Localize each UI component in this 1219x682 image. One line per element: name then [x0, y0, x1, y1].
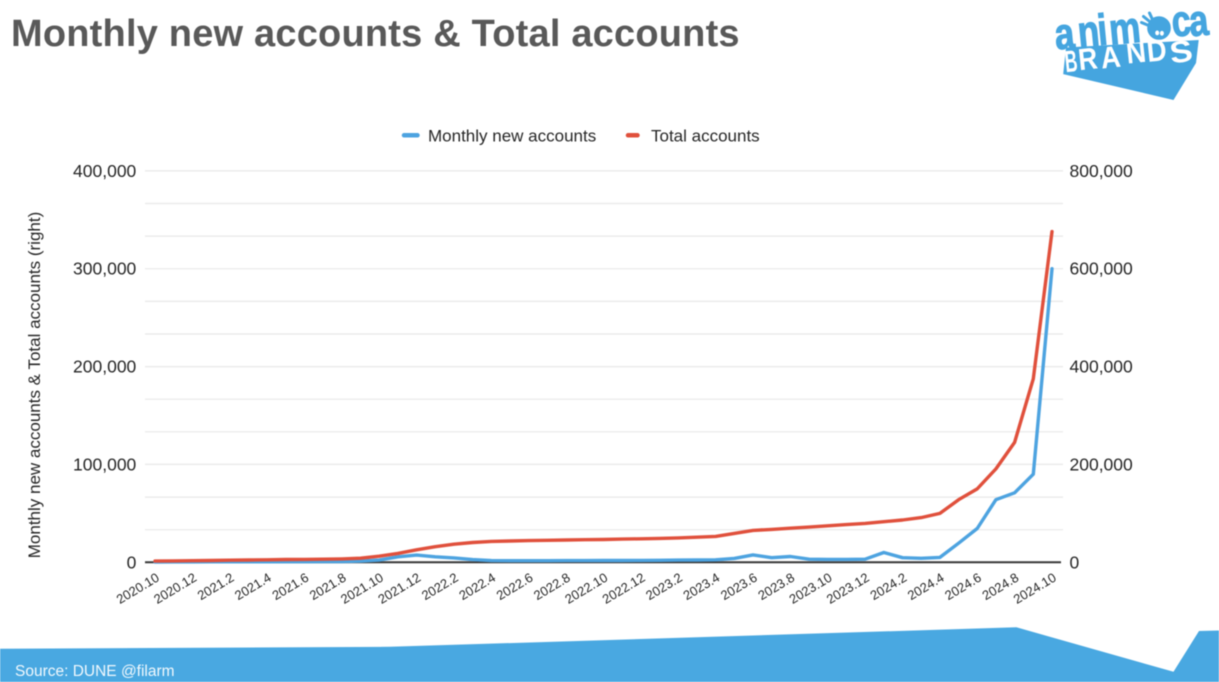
svg-text:n: n	[1075, 7, 1101, 57]
svg-text:Source: DUNE @filarm: Source: DUNE @filarm	[15, 663, 175, 680]
svg-text:200,000: 200,000	[73, 357, 137, 377]
svg-text:R: R	[1077, 42, 1100, 78]
svg-text:B: B	[1063, 45, 1079, 79]
svg-text:0: 0	[127, 552, 137, 572]
svg-text:a: a	[1052, 9, 1077, 59]
svg-text:400,000: 400,000	[73, 161, 137, 181]
svg-text:Monthly new accounts: Monthly new accounts	[428, 126, 596, 145]
svg-text:200,000: 200,000	[1070, 454, 1134, 474]
svg-text:S: S	[1167, 33, 1194, 70]
svg-text:N: N	[1124, 35, 1147, 71]
svg-text:Monthly new accounts & Total a: Monthly new accounts & Total accounts (r…	[25, 212, 44, 558]
svg-text:m: m	[1107, 3, 1143, 54]
svg-text:c: c	[1169, 0, 1193, 47]
svg-text:A: A	[1099, 40, 1122, 76]
svg-text:600,000: 600,000	[1070, 259, 1134, 279]
svg-text:D: D	[1145, 34, 1168, 70]
svg-text:0: 0	[1070, 552, 1080, 572]
svg-text:Total accounts: Total accounts	[651, 126, 760, 145]
svg-text:100,000: 100,000	[73, 454, 137, 474]
svg-text:400,000: 400,000	[1070, 357, 1134, 377]
svg-text:800,000: 800,000	[1070, 161, 1134, 181]
svg-text:300,000: 300,000	[73, 259, 137, 279]
svg-text:a: a	[1187, 0, 1212, 46]
